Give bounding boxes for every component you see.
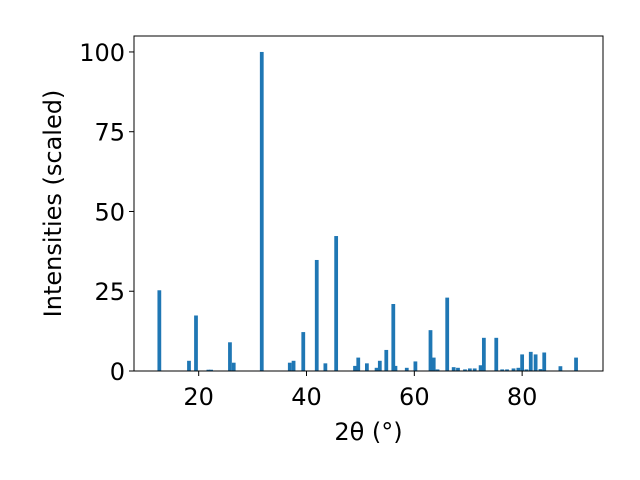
bar (384, 349, 389, 371)
bar (435, 369, 440, 371)
bar (413, 361, 418, 371)
bar (494, 337, 499, 371)
bar (528, 351, 533, 371)
bar (231, 362, 236, 371)
bar (481, 337, 486, 371)
plot-frame (133, 35, 604, 372)
bar (472, 368, 477, 371)
bar (533, 354, 538, 371)
bar (520, 354, 525, 371)
y-tick-label: 0 (110, 358, 125, 386)
x-tick-label: 40 (291, 383, 322, 411)
bar (404, 367, 409, 371)
bar (524, 369, 529, 371)
bar (291, 360, 296, 371)
bar (391, 304, 396, 371)
y-tick-label: 25 (94, 278, 125, 306)
bar (353, 365, 357, 371)
bar (314, 259, 319, 371)
bar (511, 368, 516, 371)
bar (456, 367, 460, 371)
bar (431, 357, 436, 371)
bar (187, 360, 191, 371)
y-tick-label: 100 (79, 39, 125, 67)
bar (542, 352, 547, 371)
x-tick-label: 80 (507, 383, 538, 411)
y-axis-label: Intensities (scaled) (39, 90, 67, 318)
bar (206, 369, 211, 371)
bar (516, 367, 521, 371)
bar (301, 332, 306, 371)
bar (505, 369, 509, 371)
bar (287, 362, 292, 371)
y-tick-label: 50 (94, 198, 125, 226)
x-tick-label: 60 (399, 383, 430, 411)
y-ticks: 0 25 50 75 100 (79, 39, 134, 386)
x-tick-label: 20 (183, 383, 214, 411)
y-tick-label: 75 (94, 119, 125, 147)
bar (334, 236, 339, 371)
bar (445, 297, 450, 371)
bar (393, 365, 398, 371)
bar (356, 357, 361, 371)
bar (377, 360, 382, 371)
bar (209, 369, 213, 371)
bar (374, 367, 379, 371)
bar (194, 315, 198, 371)
bars-group (157, 51, 578, 371)
x-ticks: 20 40 60 80 (183, 371, 537, 411)
bar (451, 367, 456, 371)
bar (538, 369, 543, 371)
bar (365, 363, 369, 371)
bar (157, 290, 162, 371)
bar (323, 363, 328, 371)
bar (500, 369, 505, 371)
bar (478, 365, 483, 371)
bar (228, 342, 232, 371)
bar (463, 369, 467, 371)
bar (574, 357, 578, 371)
bar (558, 366, 563, 371)
bar (259, 51, 264, 371)
bar (467, 368, 472, 371)
bar (428, 330, 433, 371)
x-axis-label: 2θ (°) (334, 418, 402, 446)
